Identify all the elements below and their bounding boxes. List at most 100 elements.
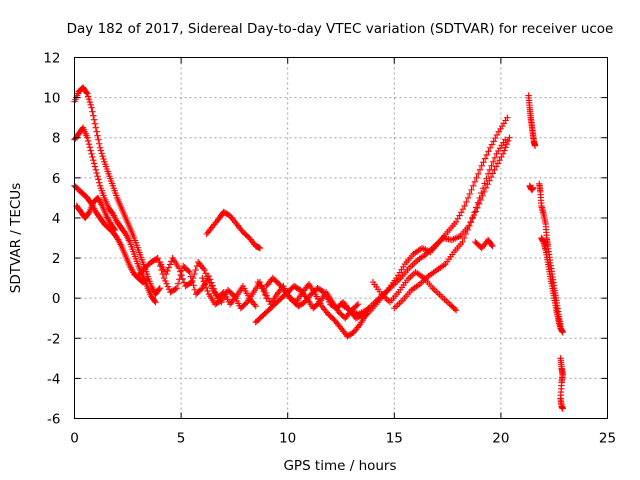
series-track-u: [557, 355, 566, 412]
data-point: [175, 264, 183, 272]
data-point: [85, 209, 92, 217]
data-point: [110, 225, 118, 232]
data-point: [529, 184, 537, 192]
data-point: [501, 147, 508, 154]
y-tick-label: 6: [52, 171, 61, 187]
data-point: [153, 255, 160, 263]
data-point: [90, 112, 97, 119]
data-point: [152, 298, 159, 306]
data-point: [487, 144, 494, 151]
data-point: [91, 163, 99, 170]
data-point: [481, 188, 488, 196]
data-point: [88, 104, 95, 111]
data-point: [96, 144, 104, 151]
series-track-f: [156, 254, 259, 310]
data-point: [461, 202, 468, 210]
data-point: [201, 281, 209, 288]
data-point: [501, 136, 509, 143]
data-point: [502, 144, 509, 151]
series-track-a: [71, 84, 163, 298]
x-tick-label: 10: [279, 431, 296, 447]
data-point: [490, 138, 497, 145]
data-point: [92, 124, 100, 131]
data-point: [451, 305, 459, 313]
data-point: [89, 153, 96, 161]
data-point: [154, 254, 161, 262]
data-point: [264, 295, 272, 302]
x-tick-labels: 0 5 10 15 20 25: [70, 431, 616, 447]
data-point: [87, 101, 94, 109]
series-track-s: [536, 180, 564, 330]
data-point: [559, 405, 566, 412]
axis-ticks: [74, 57, 608, 419]
data-point: [201, 266, 208, 274]
series-track-r: [526, 182, 537, 194]
data-point: [488, 162, 495, 169]
data-point: [454, 215, 462, 222]
data-point: [86, 144, 94, 151]
series-track-d: [73, 194, 119, 234]
data-point: [93, 128, 100, 135]
data-point: [476, 166, 484, 174]
data-point: [83, 89, 90, 96]
data-point: [178, 272, 185, 279]
data-point: [506, 134, 513, 141]
chart-title: Day 182 of 2017, Sidereal Day-to-day VTE…: [67, 21, 614, 37]
data-point: [186, 268, 193, 276]
data-point: [471, 209, 478, 216]
data-point: [155, 286, 163, 293]
data-point: [466, 190, 473, 198]
data-point: [94, 132, 101, 139]
x-axis-label: GPS time / hours: [283, 458, 396, 474]
data-point: [205, 276, 212, 283]
data-point: [462, 230, 470, 238]
y-tick-label: 10: [43, 91, 60, 107]
data-point: [177, 268, 184, 275]
data-point: [166, 261, 174, 268]
data-point: [263, 292, 271, 299]
x-tick-label: 15: [386, 431, 403, 447]
data-point: [464, 194, 472, 202]
data-point: [90, 160, 98, 167]
data-point: [354, 300, 362, 308]
data-point: [463, 198, 470, 206]
data-point: [472, 204, 480, 211]
data-point: [88, 150, 95, 157]
data-point: [480, 158, 487, 166]
data-point: [452, 307, 460, 314]
data-point: [197, 286, 205, 293]
data-point: [96, 140, 103, 147]
data-point: [99, 152, 106, 160]
data-point: [242, 300, 250, 307]
series-track-m: [359, 114, 511, 322]
x-tick-label: 20: [492, 431, 509, 447]
x-tick-label: 25: [599, 431, 616, 447]
y-tick-label: -6: [47, 412, 60, 428]
data-point: [179, 275, 187, 283]
data-point: [484, 181, 491, 188]
data-point: [143, 276, 151, 284]
data-point: [84, 93, 92, 100]
data-point: [504, 137, 512, 145]
data-point: [475, 170, 482, 178]
series-track-o: [391, 136, 509, 312]
data-point: [481, 155, 489, 162]
y-tick-label: 2: [52, 251, 61, 267]
data-point: [478, 189, 485, 197]
data-point: [191, 270, 198, 278]
data-point: [206, 279, 213, 287]
data-point: [479, 185, 487, 192]
data-point: [204, 287, 211, 295]
data-point: [91, 120, 99, 127]
data-point: [481, 180, 488, 187]
data-point: [459, 238, 466, 246]
data-point: [489, 242, 496, 250]
y-tick-label: 12: [43, 51, 60, 67]
y-tick-label: 8: [52, 131, 61, 147]
data-point: [84, 134, 91, 141]
data-point: [165, 264, 172, 271]
y-tick-label: 0: [52, 291, 61, 307]
data-point: [93, 169, 100, 177]
data-point: [473, 174, 480, 182]
data-point: [466, 222, 473, 230]
